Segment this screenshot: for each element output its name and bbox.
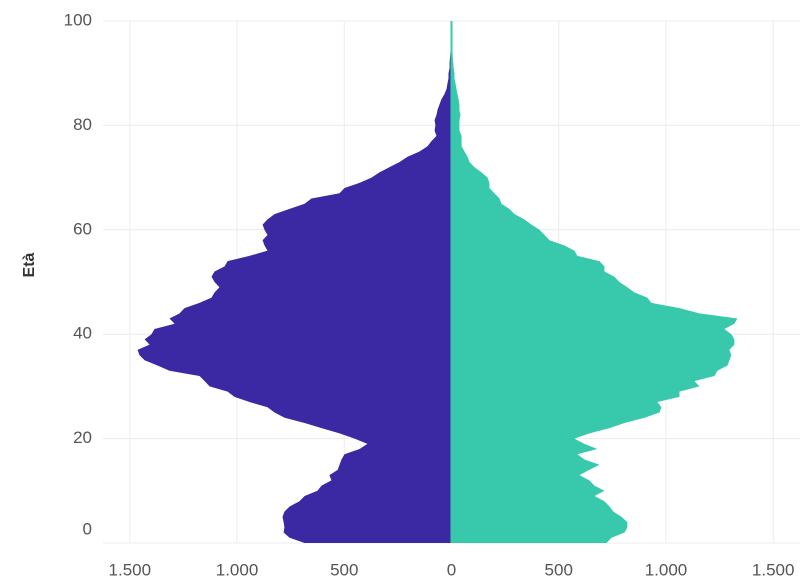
y-tick-label: 100 bbox=[64, 10, 92, 29]
x-tick-label: 500 bbox=[330, 560, 358, 579]
x-tick-label: 1.500 bbox=[752, 560, 795, 579]
x-tick-label: 500 bbox=[545, 560, 573, 579]
y-tick-label: 20 bbox=[73, 428, 92, 447]
y-tick-label: 80 bbox=[73, 115, 92, 134]
x-tick-label: 0 bbox=[447, 560, 456, 579]
y-tick-label: 40 bbox=[73, 324, 92, 343]
x-tick-label: 1.000 bbox=[645, 560, 688, 579]
x-tick-label: 1.500 bbox=[109, 560, 152, 579]
x-tick-label: 1.000 bbox=[216, 560, 259, 579]
area bbox=[451, 21, 738, 543]
y-axis-label: Età bbox=[21, 252, 38, 277]
y-tick-label: 60 bbox=[73, 219, 92, 238]
y-tick-label: 0 bbox=[83, 519, 92, 538]
area bbox=[137, 21, 452, 543]
